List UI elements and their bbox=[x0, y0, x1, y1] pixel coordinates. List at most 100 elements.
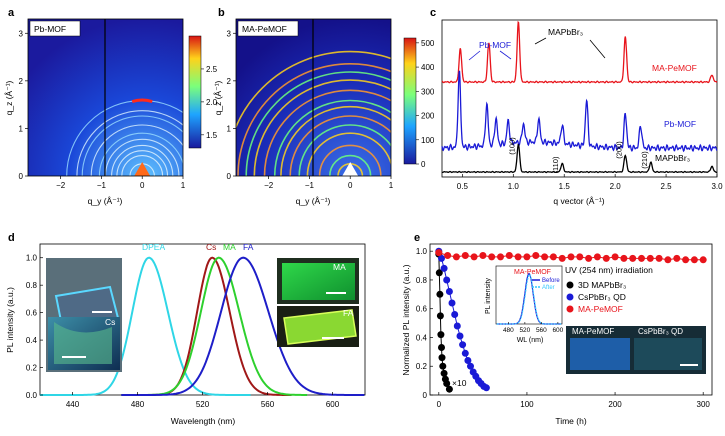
panel-e-legend-cspbbr3: CsPbBr₃ QD bbox=[578, 292, 626, 302]
x-tick-label: 600 bbox=[326, 400, 340, 409]
y-tick-label: 0 bbox=[227, 172, 232, 181]
x-tick-label: 520 bbox=[196, 400, 210, 409]
stability-point bbox=[602, 254, 610, 262]
x-tick-label: 0.5 bbox=[457, 182, 469, 191]
stability-point bbox=[620, 254, 628, 262]
stability-point bbox=[593, 253, 601, 261]
y-tick-label: 2 bbox=[19, 77, 24, 86]
diffraction-ring bbox=[253, 79, 391, 176]
x-tick-label: 0 bbox=[437, 400, 442, 409]
x-tick-label: 1 bbox=[181, 181, 186, 190]
panel-d-lines bbox=[40, 256, 365, 396]
panel-e-legend-ma-pemof: MA-PeMOF bbox=[578, 304, 623, 314]
panel-e-points bbox=[435, 247, 707, 393]
panel-a-xlabel: q_y (Å⁻¹) bbox=[88, 196, 123, 206]
panel-e-photo-label-ma-pemof: MA-PeMOF bbox=[572, 327, 614, 336]
y-tick-label: 0.6 bbox=[416, 305, 428, 314]
y-tick-label: 0.2 bbox=[26, 364, 38, 373]
panel-d-photo-label-fa: FA bbox=[343, 308, 354, 318]
colorbar-tick-label: 100 bbox=[421, 136, 435, 145]
stability-point bbox=[690, 256, 698, 264]
stability-point bbox=[438, 254, 445, 262]
stability-point bbox=[461, 252, 469, 259]
panel-c-annot-arrow-3 bbox=[534, 37, 547, 45]
stability-point bbox=[655, 254, 663, 262]
stability-point bbox=[488, 253, 496, 261]
x-tick-label: 2.5 bbox=[661, 182, 673, 191]
miller-label: (210) bbox=[640, 151, 649, 169]
y-tick-label: 1 bbox=[19, 124, 24, 133]
stability-point bbox=[438, 354, 446, 362]
y-tick-label: 0 bbox=[19, 172, 24, 181]
panel-a-ylabel: q_z (Å⁻¹) bbox=[4, 80, 14, 115]
stability-point bbox=[558, 254, 566, 262]
panel-d-label-cs: Cs bbox=[206, 242, 216, 252]
y-tick-label: 0.2 bbox=[416, 362, 428, 371]
panel-d-photo-cs: Cs bbox=[46, 258, 122, 372]
stability-point bbox=[440, 369, 448, 377]
panel-a-frame bbox=[27, 18, 184, 177]
stability-point bbox=[682, 256, 690, 264]
stability-point bbox=[470, 253, 478, 261]
panel-d-photo-label-ma: MA bbox=[333, 262, 346, 272]
panel-c-lines bbox=[441, 20, 718, 174]
xrd-line-2 bbox=[441, 143, 718, 174]
panel-c-label-pbmof: Pb-MOF bbox=[664, 119, 696, 129]
panel-b-xlabel: q_y (Å⁻¹) bbox=[296, 196, 331, 206]
diffraction-ring bbox=[236, 50, 391, 129]
panel-d-photo-label-cs: Cs bbox=[105, 317, 115, 327]
stability-point bbox=[451, 311, 459, 318]
stability-point bbox=[436, 312, 444, 320]
inset-x-tick-label: 560 bbox=[536, 327, 547, 334]
x-tick-label: 0 bbox=[140, 181, 145, 190]
panel-c-annot-arrow-2 bbox=[499, 50, 512, 60]
xrd-line-1 bbox=[441, 70, 718, 153]
miller-label: (200) bbox=[614, 141, 623, 159]
x-tick-label: 0 bbox=[348, 181, 353, 190]
panel-e-inset-title: MA-PeMOF bbox=[514, 269, 551, 276]
panel-d-ylabel: PL intensity (a.u.) bbox=[5, 287, 15, 353]
panel-c-letter: c bbox=[430, 7, 436, 19]
inset-line-after bbox=[496, 273, 562, 325]
stability-point bbox=[467, 362, 474, 370]
x-tick-label: 1.5 bbox=[559, 182, 571, 191]
panel-e-annot-x10: ×10 bbox=[452, 378, 467, 388]
panel-e-photo: MA-PeMOF CsPbBr₃ QD bbox=[566, 326, 706, 374]
panel-d-ticks: 440 480 520 560 600 0.0 0.2 0.4 0.6 0.8 1.0 bbox=[26, 254, 340, 409]
panel-c-annot-arrow-1 bbox=[468, 50, 481, 61]
panel-b-ticks: −2 −1 0 1 0 1 2 3 bbox=[227, 29, 394, 190]
diffraction-ring bbox=[76, 110, 183, 176]
panel-d-label-fa: FA bbox=[243, 242, 254, 252]
y-tick-label: 0 bbox=[423, 391, 428, 400]
panel-e-inset-ticks: 480 520 560 600 bbox=[503, 322, 564, 334]
diffraction-ring bbox=[289, 115, 391, 176]
x-tick-label: 3.0 bbox=[711, 182, 723, 191]
stability-point bbox=[435, 249, 443, 257]
panel-c-label-mapbbr3: MAPbBr₃ bbox=[655, 153, 690, 163]
stability-point bbox=[505, 252, 513, 259]
stability-point bbox=[585, 254, 593, 262]
panel-e-legend: UV (254 nm) irradiation 3D MAPbBr₃ CsPbB… bbox=[565, 265, 653, 314]
panel-e-ticks: 0 100 200 300 0 0.2 0.4 0.6 0.8 1.0 bbox=[416, 247, 711, 409]
panel-c-xlabel: q vector (Å⁻¹) bbox=[553, 196, 604, 206]
panel-e-xlabel: Time (h) bbox=[555, 416, 586, 426]
y-tick-label: 1.0 bbox=[26, 254, 38, 263]
x-tick-label: −1 bbox=[97, 181, 107, 190]
colorbar-tick-label: 400 bbox=[421, 63, 435, 72]
stability-point bbox=[436, 290, 444, 298]
diffraction-ring bbox=[280, 105, 391, 176]
stability-point bbox=[638, 254, 645, 262]
stability-point bbox=[459, 341, 467, 349]
x-tick-label: 1 bbox=[389, 181, 394, 190]
y-tick-label: 2 bbox=[227, 77, 232, 86]
x-tick-label: 100 bbox=[520, 400, 534, 409]
stability-point bbox=[445, 288, 453, 295]
y-tick-label: 3 bbox=[19, 29, 24, 38]
x-tick-label: 1.0 bbox=[508, 182, 520, 191]
diffraction-ring bbox=[263, 89, 391, 176]
panel-e-legend-marker-mapbbr3 bbox=[566, 281, 574, 289]
stability-point bbox=[629, 254, 637, 262]
diffraction-ring bbox=[121, 155, 164, 176]
panel-c-label-ma-pemof: MA-PeMOF bbox=[652, 63, 697, 73]
